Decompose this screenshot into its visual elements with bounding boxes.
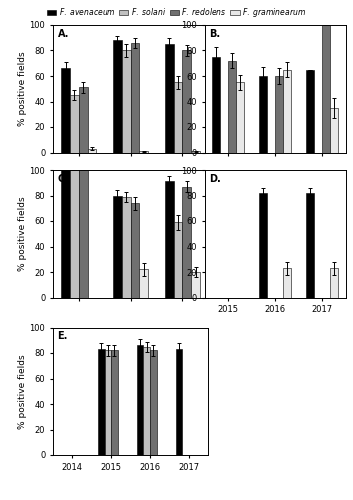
Bar <box>283 268 291 298</box>
Bar <box>137 346 143 455</box>
Bar <box>150 350 157 455</box>
Bar <box>176 349 182 455</box>
Bar <box>330 108 339 152</box>
Y-axis label: % positive fields: % positive fields <box>18 354 27 428</box>
Bar <box>88 148 96 152</box>
Bar <box>111 350 118 455</box>
Bar <box>212 57 220 152</box>
Bar <box>139 151 148 152</box>
Text: E.: E. <box>58 332 68 342</box>
Bar <box>183 186 191 298</box>
Y-axis label: % positive fields: % positive fields <box>18 52 27 126</box>
Bar <box>275 76 283 152</box>
Bar <box>191 272 200 297</box>
Text: D.: D. <box>209 174 221 184</box>
Text: B.: B. <box>209 29 220 39</box>
Bar <box>174 222 183 298</box>
Text: A.: A. <box>58 29 69 39</box>
Bar <box>228 60 236 152</box>
Bar <box>236 82 244 152</box>
Bar <box>165 44 174 152</box>
Bar <box>98 349 104 455</box>
Bar <box>306 193 315 298</box>
Legend: $\it{F.\ avenaceum}$, $\it{F.\ solani}$, $\it{F.\ redolens}$, $\it{F.\ graminear: $\it{F.\ avenaceum}$, $\it{F.\ solani}$,… <box>44 3 309 22</box>
Bar <box>259 76 267 152</box>
Bar <box>61 68 70 152</box>
Bar <box>259 193 267 298</box>
Bar <box>122 197 131 298</box>
Y-axis label: % positive fields: % positive fields <box>18 196 27 271</box>
Bar <box>131 43 139 152</box>
Bar <box>113 196 122 298</box>
Bar <box>79 170 88 298</box>
Bar <box>70 170 79 298</box>
Bar <box>306 70 315 152</box>
Bar <box>330 268 339 298</box>
Bar <box>139 270 148 297</box>
Bar <box>70 95 79 152</box>
Bar <box>61 170 70 298</box>
Bar <box>183 50 191 152</box>
Bar <box>143 346 150 455</box>
Bar <box>174 82 183 152</box>
Bar <box>191 151 200 152</box>
Bar <box>165 182 174 298</box>
Bar <box>322 25 330 152</box>
Bar <box>283 70 291 152</box>
Text: C.: C. <box>58 174 68 184</box>
Bar <box>131 203 139 298</box>
Bar <box>122 50 131 152</box>
Bar <box>104 350 111 455</box>
Bar <box>113 40 122 152</box>
Bar <box>79 88 88 152</box>
